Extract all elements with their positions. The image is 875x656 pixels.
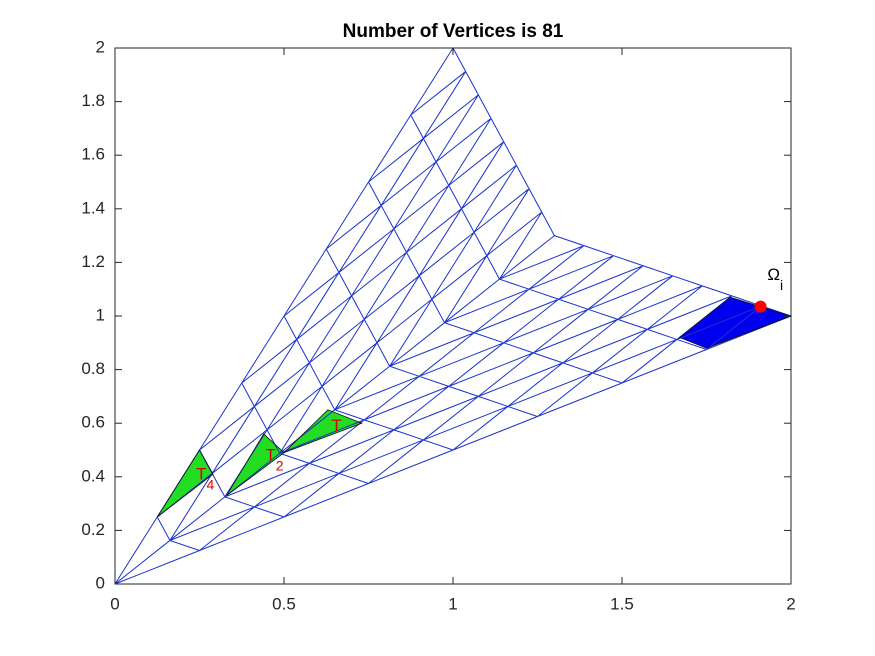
- y-tick-label: 0.8: [81, 359, 105, 378]
- y-tick-label: 1.2: [81, 252, 105, 271]
- highlighted-outline: [226, 433, 285, 496]
- y-tick-label: 0.4: [81, 466, 105, 485]
- y-tick-label: 1.8: [81, 91, 105, 110]
- y-tick-label: 1.4: [81, 198, 105, 217]
- annotation-subscript: 2: [276, 457, 284, 473]
- annotation: T: [331, 417, 341, 436]
- x-tick-label: 1: [448, 594, 457, 613]
- highlighted-element: [226, 433, 284, 496]
- y-tick-label: 1.6: [81, 145, 105, 164]
- annotation-subscript: 4: [207, 476, 215, 492]
- annotation-text: T: [196, 465, 206, 484]
- y-tick-label: 0.6: [81, 413, 105, 432]
- x-tick-label: 0: [110, 594, 119, 613]
- highlighted-outline: [283, 409, 363, 454]
- highlighted-outline: [156, 449, 214, 518]
- y-tick-label: 1: [96, 305, 105, 324]
- highlighted-element: [284, 409, 362, 453]
- x-tick-label: 0.5: [272, 594, 296, 613]
- y-tick-label: 2: [96, 37, 105, 56]
- annotation: Ωi: [767, 265, 783, 292]
- x-tick-label: 1.5: [610, 594, 634, 613]
- x-tick-label: 2: [786, 594, 795, 613]
- annotation: T2: [265, 446, 283, 473]
- annotation: T4: [196, 465, 214, 492]
- annotation-text: T: [331, 417, 341, 436]
- marked-point: [754, 300, 767, 313]
- annotation-text: Ω: [767, 265, 780, 284]
- highlighted-element: [157, 450, 214, 517]
- annotation-subscript: i: [780, 277, 783, 293]
- mesh-edges: [114, 47, 792, 585]
- y-tick-label: 0: [96, 573, 105, 592]
- annotation-text: T: [265, 446, 275, 465]
- y-tick-label: 0.2: [81, 520, 105, 539]
- chart-title: Number of Vertices is 81: [343, 21, 564, 42]
